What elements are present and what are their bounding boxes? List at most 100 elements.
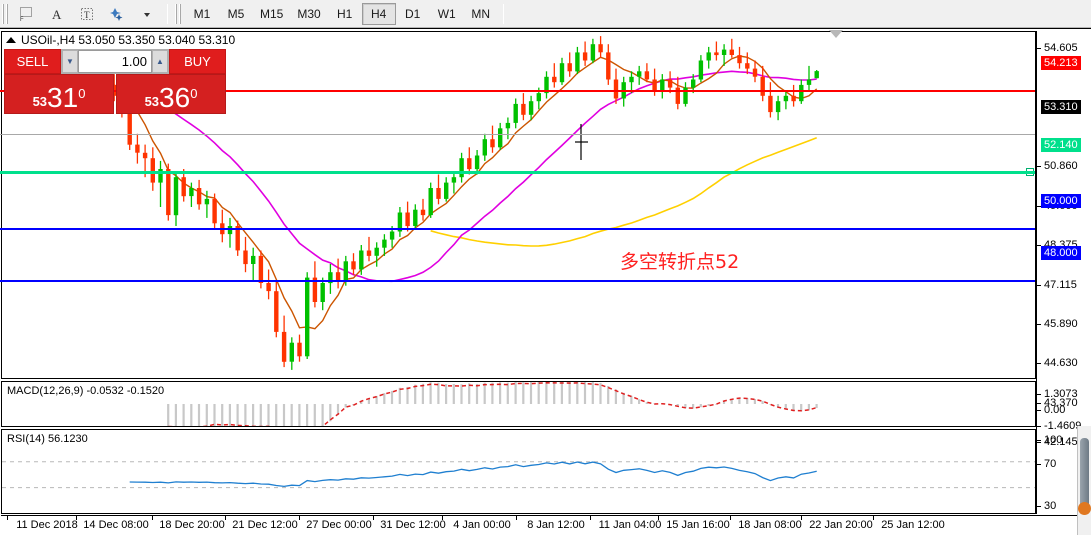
toolbar-grip[interactable] [2,3,10,24]
buy-button[interactable]: BUY [169,49,226,74]
indicators-icon[interactable] [102,1,132,27]
time-tick [76,516,77,520]
rsi-indicator-pane[interactable]: RSI(14) 56.1230 [1,429,1036,514]
one-click-trading-panel[interactable]: SELL ▼ 1.00 ▲ BUY 53 31 0 53 36 0 [4,49,226,114]
buy-price-fraction: 0 [190,86,198,101]
crosshair-f-icon[interactable]: F [12,1,42,27]
buy-price-main: 36 [159,82,191,113]
price-tick: 42.145 [1037,437,1078,448]
symbol-header: USOil-,H4 53.050 53.350 53.040 53.310 [6,33,235,47]
scrollbar-thumb[interactable] [1080,438,1089,508]
time-tick [7,516,8,520]
trade-panel-price-row: 53 31 0 53 36 0 [4,74,226,114]
level-50-price-tag[interactable]: 50.000 [1041,194,1081,208]
toolbar-divider-2 [502,3,504,24]
macd-tick: 1.3073 [1037,389,1078,400]
volume-input[interactable]: 1.00 [78,50,152,73]
toolbar-divider [167,3,168,24]
support-line[interactable] [0,171,1035,174]
chart-frame: USOil-,H4 53.050 53.350 53.040 53.310 SE… [0,28,1091,535]
resistance-line[interactable] [0,90,1035,92]
volume-decrease-icon[interactable]: ▼ [62,50,78,73]
rsi-label: RSI(14) 56.1230 [7,433,88,445]
timeframe-m1[interactable]: M1 [193,6,211,21]
price-tick: 43.370 [1037,398,1078,409]
time-tick [225,516,226,520]
time-tick [152,516,153,520]
time-tick [873,516,874,520]
time-label: 27 Dec 00:00 [306,519,372,531]
price-tick: 45.890 [1037,319,1078,330]
time-tick [516,516,517,520]
timeframe-grip[interactable] [175,3,183,24]
rsi-tick: 70 [1037,459,1056,470]
svg-text:T: T [84,10,90,20]
symbol-ohlc-text: USOil-,H4 53.050 53.350 53.040 53.310 [21,33,236,47]
level-48-line[interactable] [0,280,1035,282]
time-axis[interactable]: 11 Dec 2018 14 Dec 08:00 18 Dec 20:00 21 De… [1,515,1091,535]
rsi-plot [2,461,1035,489]
time-tick [299,516,300,520]
time-tick [373,516,374,520]
time-label: 21 Dec 12:00 [232,519,298,531]
scrollbar-handle-dot-icon[interactable] [1078,502,1091,515]
time-tick [658,516,659,520]
support-price-tag[interactable]: 52.140 [1041,138,1081,152]
chart-top-marker-icon [829,30,843,38]
vertical-scrollbar[interactable] [1077,426,1091,535]
time-label: 31 Dec 12:00 [380,519,446,531]
buy-price-display[interactable]: 53 36 0 [116,74,226,114]
time-label: 25 Jan 12:00 [881,519,945,531]
time-label: 11 Jan 04:00 [598,519,662,531]
text-box-icon[interactable]: T [72,1,102,27]
macd-indicator-pane[interactable]: MACD(12,26,9) -0.0532 -0.1520 [1,381,1036,427]
macd-label: MACD(12,26,9) -0.0532 -0.1520 [7,385,165,397]
price-tick: 54.605 [1037,43,1078,54]
buy-price-prefix: 53 [144,94,160,109]
timeframe-d1[interactable]: D1 [405,6,421,21]
price-tick: 50.860 [1037,161,1078,172]
time-label: 14 Dec 08:00 [83,519,149,531]
svg-text:F: F [20,17,24,22]
current-price-line [0,134,1035,135]
timeframe-h1[interactable]: H1 [337,6,353,21]
timeframe-h4[interactable]: H4 [361,2,396,25]
current-price-tag[interactable]: 53.310 [1041,100,1081,114]
chevron-down-icon[interactable] [132,1,162,27]
time-tick [442,516,443,520]
macd-plot [167,382,818,426]
time-label: 15 Jan 16:00 [666,519,730,531]
time-label: 8 Jan 12:00 [527,519,585,531]
resistance-price-tag[interactable]: 54.213 [1041,56,1081,70]
collapse-triangle-icon[interactable] [6,37,16,43]
sell-price-display[interactable]: 53 31 0 [4,74,114,114]
time-tick [590,516,591,520]
timeframe-m30[interactable]: M30 [297,6,321,21]
rsi-tick: 30 [1037,501,1056,512]
level-48-price-tag[interactable]: 48.000 [1041,246,1081,260]
time-label: 22 Jan 20:00 [809,519,873,531]
timeframe-m5[interactable]: M5 [227,6,245,21]
time-label: 11 Dec 2018 [16,519,78,531]
time-tick [801,516,802,520]
trade-panel-top-row: SELL ▼ 1.00 ▲ BUY [4,49,226,74]
time-label: 4 Jan 00:00 [453,519,511,531]
timeframe-w1[interactable]: W1 [437,6,456,21]
volume-increase-icon[interactable]: ▲ [152,50,168,73]
sell-button[interactable]: SELL [4,49,61,74]
timeframe-mn[interactable]: MN [471,6,491,21]
sell-price-fraction: 0 [78,86,86,101]
rsi-tick: 100 [1037,435,1062,446]
time-label: 18 Dec 20:00 [159,519,225,531]
text-label-icon[interactable]: A [42,1,72,27]
volume-stepper[interactable]: ▼ 1.00 ▲ [61,49,169,74]
level-50-line[interactable] [0,228,1035,230]
time-tick [730,516,731,520]
sell-price-prefix: 53 [32,94,48,109]
macd-tick: 0.00 [1037,405,1065,416]
chart-annotation-text[interactable]: 多空转折点52 [620,251,740,273]
timeframe-m15[interactable]: M15 [260,6,284,21]
chart-toolbar: F A T M1 M5 M15 [0,0,1091,28]
time-label: 18 Jan 08:00 [738,519,802,531]
